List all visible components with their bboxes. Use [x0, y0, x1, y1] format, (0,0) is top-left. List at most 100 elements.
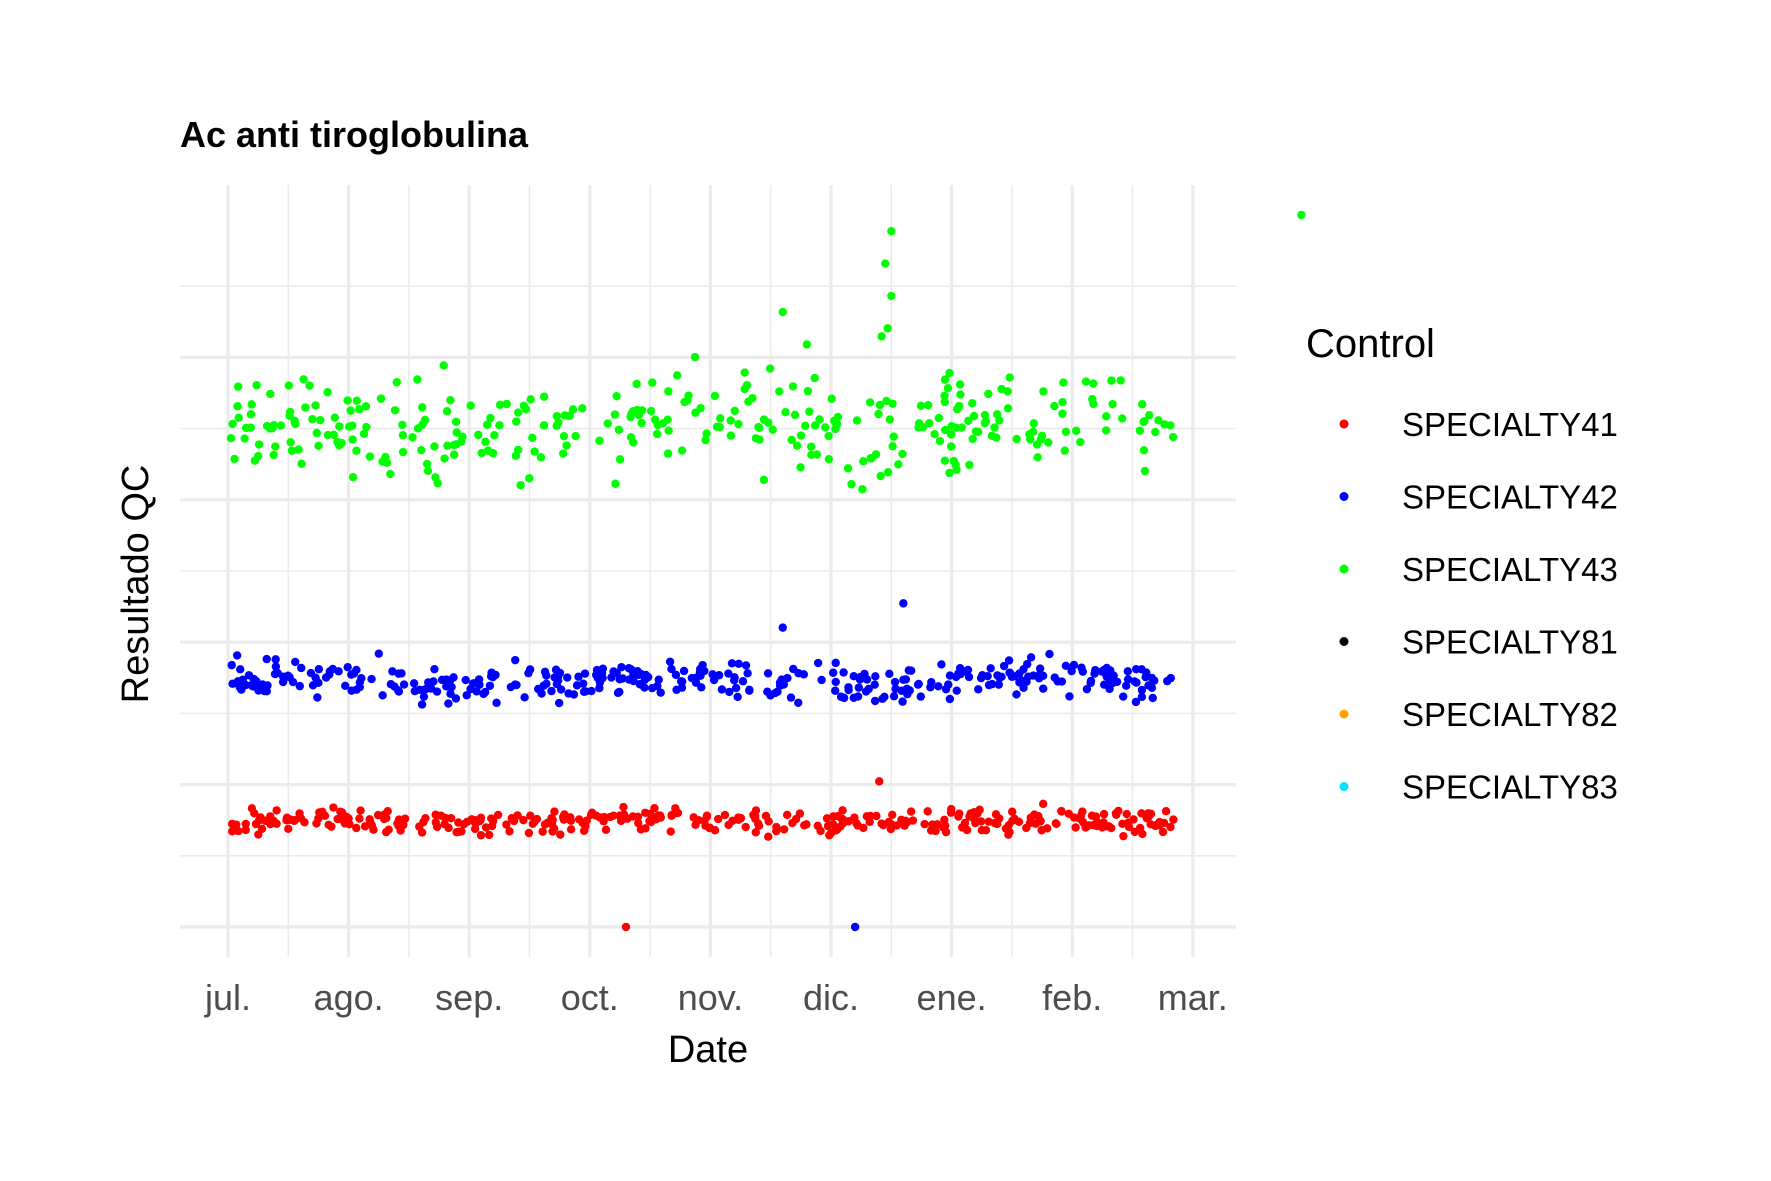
- data-point: [1159, 818, 1169, 828]
- data-point: [974, 427, 983, 437]
- data-point: [1138, 400, 1147, 409]
- data-point: [683, 396, 692, 405]
- data-point: [609, 811, 618, 820]
- data-point: [883, 468, 893, 477]
- data-point: [472, 687, 481, 696]
- data-point: [1035, 817, 1045, 826]
- data-point: [383, 807, 392, 816]
- data-point: [1039, 387, 1048, 396]
- data-point: [1166, 673, 1176, 683]
- y-axis-title: Resultado QC: [115, 465, 157, 704]
- data-point: [980, 410, 990, 420]
- data-point: [768, 425, 777, 434]
- data-point: [352, 396, 362, 406]
- data-point: [876, 471, 885, 481]
- data-point: [306, 668, 316, 678]
- data-point: [240, 434, 249, 443]
- data-point: [355, 405, 364, 414]
- data-point: [299, 375, 308, 384]
- data-point: [946, 442, 956, 451]
- data-point: [646, 406, 656, 416]
- data-point: [894, 460, 903, 469]
- data-point: [1005, 668, 1014, 677]
- data-point: [314, 664, 324, 674]
- data-point: [373, 810, 383, 820]
- data-point: [881, 259, 890, 268]
- data-point: [858, 485, 867, 494]
- data-point: [824, 454, 834, 464]
- data-point: [1012, 434, 1021, 444]
- data-point: [550, 807, 559, 816]
- data-point: [1005, 373, 1014, 382]
- data-point: [617, 662, 626, 672]
- data-point: [652, 429, 662, 439]
- data-point: [511, 451, 521, 460]
- data-point: [724, 669, 733, 678]
- data-point: [308, 414, 317, 424]
- data-point: [940, 375, 950, 384]
- data-point: [348, 435, 357, 444]
- data-point: [612, 391, 621, 401]
- data-point: [1123, 667, 1133, 676]
- data-point: [1116, 376, 1125, 385]
- data-point: [787, 435, 796, 445]
- data-point: [890, 677, 900, 687]
- data-point: [565, 411, 574, 421]
- data-point: [853, 692, 863, 701]
- data-point: [716, 414, 725, 423]
- data-point: [560, 810, 569, 819]
- data-point: [992, 433, 1001, 442]
- data-point: [805, 407, 814, 416]
- data-point: [1024, 672, 1033, 681]
- data-point: [898, 697, 907, 706]
- legend-title: Control: [1306, 322, 1435, 366]
- data-point: [430, 442, 439, 451]
- legend-key: [1339, 709, 1349, 719]
- data-point: [1007, 807, 1017, 816]
- data-point: [1015, 678, 1024, 687]
- data-point: [226, 434, 236, 443]
- data-point: [595, 683, 604, 693]
- data-point: [1060, 446, 1069, 455]
- data-point: [844, 683, 853, 692]
- data-point: [802, 340, 812, 349]
- data-point: [691, 408, 700, 417]
- legend-label: SPECIALTY42: [1402, 479, 1618, 516]
- data-point: [772, 826, 781, 836]
- data-point: [664, 426, 673, 435]
- data-point: [413, 424, 423, 433]
- data-point: [813, 658, 823, 668]
- data-point: [940, 391, 949, 401]
- data-point: [241, 819, 250, 829]
- data-point: [502, 820, 511, 829]
- data-point: [633, 667, 642, 676]
- data-point: [934, 413, 944, 423]
- data-point: [790, 410, 800, 420]
- data-point: [569, 690, 579, 699]
- data-point: [495, 400, 505, 409]
- data-point: [252, 676, 261, 686]
- data-point: [831, 677, 840, 687]
- data-point: [728, 816, 737, 825]
- data-point: [449, 450, 459, 459]
- data-point: [610, 410, 620, 419]
- data-point: [312, 819, 321, 828]
- data-point: [312, 428, 321, 438]
- data-point: [1071, 426, 1081, 435]
- data-point: [446, 813, 456, 823]
- data-point: [316, 415, 325, 425]
- data-point: [1145, 411, 1154, 420]
- data-point: [417, 828, 427, 837]
- data-point: [713, 814, 723, 824]
- data-point: [727, 659, 737, 668]
- data-point: [831, 826, 841, 835]
- data-point: [965, 460, 974, 470]
- legend-label: SPECIALTY82: [1402, 696, 1618, 733]
- data-point: [815, 415, 824, 424]
- data-point: [1089, 820, 1098, 830]
- data-point: [871, 672, 880, 681]
- data-point: [824, 431, 833, 441]
- data-point: [580, 669, 590, 678]
- data-point: [1102, 822, 1111, 831]
- data-point: [1090, 669, 1099, 678]
